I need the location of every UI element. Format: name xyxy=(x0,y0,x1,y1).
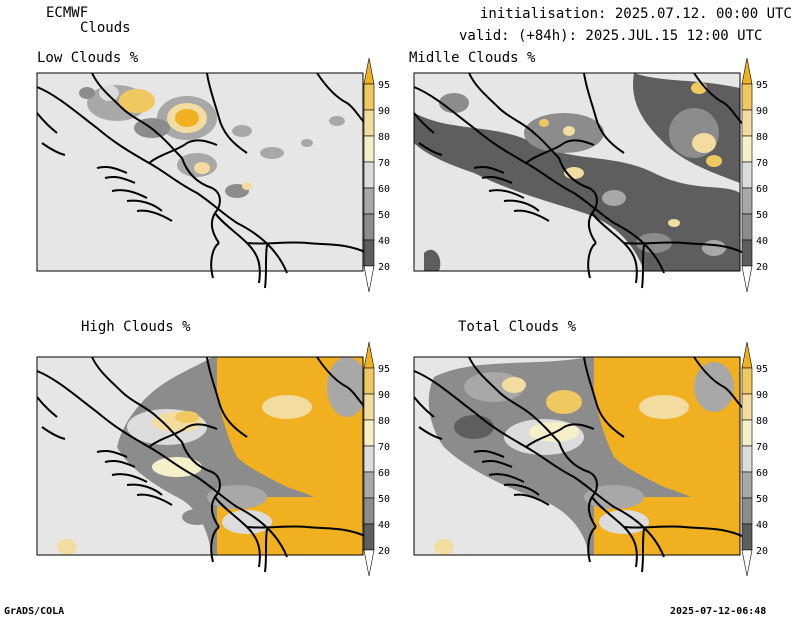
colorbar-level-label: 50 xyxy=(756,210,768,221)
colorbar-level-label: 80 xyxy=(378,416,390,427)
panel-title-middle: Midlle Clouds % xyxy=(409,50,536,66)
colorbar-level-label: 40 xyxy=(756,236,768,247)
colorbar-level-label: 95 xyxy=(378,364,390,375)
colorbar-swatch xyxy=(741,109,753,137)
colorbar-swatch xyxy=(363,239,375,267)
colorbar-swatch xyxy=(741,135,753,163)
colorbar-bottom-arrow xyxy=(363,265,375,293)
colorbar-level-label: 90 xyxy=(378,106,390,117)
colorbar-swatch xyxy=(363,161,375,189)
colorbar-level-label: 20 xyxy=(378,262,390,273)
panel-title-high: High Clouds % xyxy=(81,319,191,335)
panel-title-total: Total Clouds % xyxy=(458,319,577,335)
colorbar-level-label: 70 xyxy=(756,158,768,169)
colorbar-level-label: 60 xyxy=(378,468,390,479)
colorbar-swatch xyxy=(741,523,753,551)
colorbar-level-label: 50 xyxy=(756,494,768,505)
colorbar-top-right: 95 90 80 70 60 50 40 20 xyxy=(741,57,768,293)
colorbar-swatch xyxy=(363,367,375,395)
colorbar-top-arrow xyxy=(363,341,375,369)
colorbar-level-label: 20 xyxy=(756,262,768,273)
colorbar-swatch xyxy=(741,471,753,499)
colorbar-swatch xyxy=(741,419,753,447)
colorbar-top-left: 95 90 80 70 60 50 40 20 xyxy=(363,57,390,293)
colorbar-swatch xyxy=(741,187,753,215)
colorbar-swatch xyxy=(741,83,753,111)
colorbar-swatch xyxy=(741,393,753,421)
colorbar-swatch xyxy=(363,523,375,551)
colorbar-swatch xyxy=(741,445,753,473)
valid-time: valid: (+84h): 2025.JUL.15 12:00 UTC xyxy=(459,28,763,44)
init-time: initialisation: 2025.07.12. 00:00 UTC xyxy=(480,6,792,22)
colorbar-top-arrow xyxy=(741,57,753,85)
low-clouds-map xyxy=(36,72,368,289)
colorbar-swatch xyxy=(363,471,375,499)
colorbar-level-label: 95 xyxy=(756,80,768,91)
colorbar-level-label: 70 xyxy=(378,158,390,169)
colorbar-swatch xyxy=(741,497,753,525)
colorbar-level-label: 70 xyxy=(756,442,768,453)
colorbar-level-label: 80 xyxy=(756,416,768,427)
colorbar-level-label: 95 xyxy=(378,80,390,91)
colorbar-level-label: 50 xyxy=(378,210,390,221)
colorbar-bottom-left: 95 90 80 70 60 50 40 20 xyxy=(363,341,390,577)
footer-grads-label: GrADS/COLA xyxy=(4,606,65,617)
colorbar-bottom-right: 95 90 80 70 60 50 40 20 xyxy=(741,341,768,577)
colorbar-swatch xyxy=(363,497,375,525)
colorbar-swatch xyxy=(363,213,375,241)
colorbar-swatch xyxy=(363,109,375,137)
colorbar-swatch xyxy=(741,367,753,395)
colorbar-swatch xyxy=(363,135,375,163)
panel-title-low: Low Clouds % xyxy=(37,50,139,66)
colorbar-level-label: 60 xyxy=(756,184,768,195)
colorbar-swatch xyxy=(741,213,753,241)
colorbar-swatch xyxy=(363,419,375,447)
colorbar-bottom-arrow xyxy=(741,265,753,293)
high-clouds-map xyxy=(36,356,368,573)
colorbar-bottom-arrow xyxy=(741,549,753,577)
colorbar-level-label: 90 xyxy=(756,390,768,401)
colorbar-swatch xyxy=(741,161,753,189)
colorbar-level-label: 70 xyxy=(378,442,390,453)
footer-timestamp: 2025-07-12-06:48 xyxy=(670,606,767,617)
colorbar-level-label: 60 xyxy=(378,184,390,195)
product-label: Clouds xyxy=(80,20,131,36)
colorbar-swatch xyxy=(363,445,375,473)
colorbar-level-label: 80 xyxy=(756,132,768,143)
model-label: ECMWF xyxy=(46,5,89,21)
colorbar-level-label: 60 xyxy=(756,468,768,479)
colorbar-level-label: 40 xyxy=(378,236,390,247)
colorbar-swatch xyxy=(741,239,753,267)
colorbar-swatch xyxy=(363,187,375,215)
colorbar-level-label: 20 xyxy=(378,546,390,557)
colorbar-top-arrow xyxy=(741,341,753,369)
colorbar-bottom-arrow xyxy=(363,549,375,577)
colorbar-level-label: 90 xyxy=(378,390,390,401)
colorbar-swatch xyxy=(363,83,375,111)
colorbar-level-label: 40 xyxy=(378,520,390,531)
colorbar-level-label: 50 xyxy=(378,494,390,505)
colorbar-top-arrow xyxy=(363,57,375,85)
colorbar-level-label: 95 xyxy=(756,364,768,375)
colorbar-swatch xyxy=(363,393,375,421)
middle-clouds-map xyxy=(413,72,745,289)
colorbar-level-label: 20 xyxy=(756,546,768,557)
colorbar-level-label: 80 xyxy=(378,132,390,143)
total-clouds-map xyxy=(413,356,745,573)
colorbar-level-label: 90 xyxy=(756,106,768,117)
colorbar-level-label: 40 xyxy=(756,520,768,531)
